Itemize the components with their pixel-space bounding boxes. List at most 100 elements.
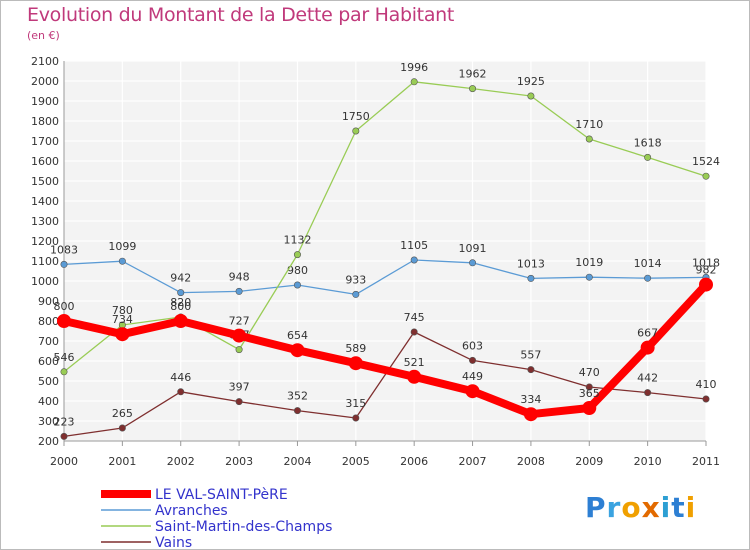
data-label: 667	[637, 327, 658, 340]
data-point	[585, 383, 593, 391]
logo-letter: i	[660, 491, 672, 524]
chart-title: Evolution du Montant de la Dette par Hab…	[27, 4, 455, 26]
data-point	[352, 290, 360, 298]
data-point	[57, 314, 71, 328]
data-label: 1524	[692, 155, 720, 168]
data-point	[699, 277, 713, 292]
y-tick-label: 1200	[31, 235, 59, 248]
legend-label: Saint-Martin-des-Champs	[155, 519, 332, 535]
data-point	[410, 328, 418, 336]
data-point	[527, 92, 535, 100]
data-label: 470	[579, 366, 600, 379]
logo-letter: i	[685, 491, 697, 524]
legend-label: LE VAL-SAINT-PèRE	[155, 487, 288, 503]
data-point	[60, 432, 68, 440]
y-tick-label: 1500	[31, 175, 59, 188]
data-label: 1132	[283, 234, 311, 247]
x-tick-label: 2009	[575, 455, 603, 468]
data-label: 589	[345, 342, 366, 355]
y-tick-label: 1100	[31, 255, 59, 268]
logo-letter: t	[671, 491, 686, 524]
data-point	[115, 327, 130, 342]
x-tick-label: 2000	[50, 455, 78, 468]
legend-label: Avranches	[155, 503, 228, 519]
y-tick-label: 700	[38, 335, 59, 348]
data-label: 446	[170, 371, 191, 384]
data-point	[293, 251, 301, 259]
data-label: 800	[54, 300, 75, 313]
y-tick-label: 600	[38, 355, 59, 368]
x-tick-label: 2006	[400, 455, 428, 468]
data-point	[290, 343, 305, 358]
data-label: 980	[287, 264, 308, 277]
data-label: 1083	[50, 243, 78, 256]
y-tick-label: 1800	[31, 115, 59, 128]
data-point	[582, 401, 597, 415]
data-label: 315	[345, 397, 366, 410]
x-tick-label: 2011	[692, 455, 720, 468]
data-point	[469, 259, 477, 267]
data-label: 942	[170, 272, 191, 285]
data-point	[523, 407, 538, 422]
data-point	[293, 407, 301, 415]
y-tick-label: 500	[38, 375, 59, 388]
y-tick-label: 800	[38, 315, 59, 328]
data-point	[352, 127, 360, 135]
data-point	[640, 340, 655, 355]
data-label: 820	[170, 296, 191, 309]
data-label: 334	[520, 393, 541, 406]
y-tick-label: 200	[38, 435, 59, 448]
data-point	[465, 384, 480, 399]
data-point	[177, 388, 185, 396]
data-label: 1018	[692, 256, 720, 269]
data-label: 442	[637, 372, 658, 385]
series-saint-martin-des-champs: 5467808206571132175019961962192517101618…	[54, 61, 720, 376]
data-label: 1013	[517, 257, 545, 270]
data-point	[527, 274, 535, 282]
x-tick-label: 2002	[167, 455, 195, 468]
data-label: 352	[287, 390, 308, 403]
data-label: 1019	[575, 256, 603, 269]
logo-letter: r	[606, 491, 622, 524]
data-label: 265	[112, 407, 133, 420]
data-label: 1996	[400, 61, 428, 74]
data-point	[60, 260, 68, 268]
y-tick-label: 2000	[31, 75, 59, 88]
data-point	[527, 366, 535, 374]
y-tick-label: 1400	[31, 195, 59, 208]
series-avranches: 1083 1099 942 948 980 933 1105 1091 1013 1019 1014…	[50, 239, 720, 298]
data-point	[644, 274, 652, 282]
data-point	[60, 368, 68, 376]
logo-letter: P	[585, 491, 607, 524]
data-label: 1014	[634, 257, 662, 270]
data-label: 734	[112, 313, 133, 326]
data-point	[469, 356, 477, 364]
data-label: 1091	[459, 242, 487, 255]
y-tick-label: 1900	[31, 95, 59, 108]
data-label: 1962	[459, 68, 487, 81]
data-label: 1710	[575, 118, 603, 131]
series-line	[63, 259, 707, 296]
data-label: 410	[696, 378, 717, 391]
y-tick-label: 1000	[31, 275, 59, 288]
data-point	[644, 389, 652, 397]
data-label: 1099	[108, 240, 136, 253]
data-label: 800	[170, 300, 191, 313]
data-label: 223	[54, 415, 75, 428]
data-point	[118, 257, 126, 265]
data-label: 780	[112, 304, 133, 317]
series-le-val-saint-p-re: 800 734 800 727 654 589 521 449 334 365 667 982	[54, 264, 717, 422]
y-tick-label: 2100	[31, 55, 59, 68]
data-label: 1105	[400, 239, 428, 252]
data-label: 449	[462, 370, 483, 383]
x-tick-label: 2010	[634, 455, 662, 468]
data-point	[118, 424, 126, 432]
data-label: 948	[229, 270, 250, 283]
x-tick-label: 2001	[108, 455, 136, 468]
y-tick-label: 300	[38, 415, 59, 428]
logo-letter: o	[621, 491, 642, 524]
y-tick-label: 400	[38, 395, 59, 408]
plot-area	[64, 61, 706, 441]
data-point	[348, 356, 363, 371]
